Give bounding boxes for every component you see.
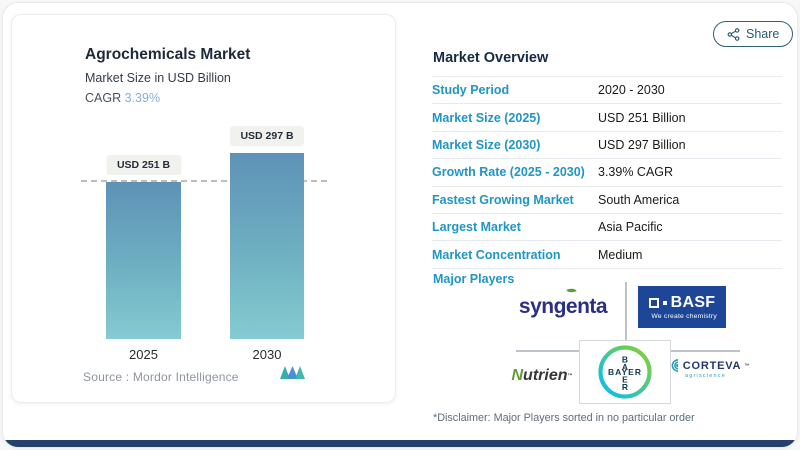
basf-dot-icon — [662, 301, 667, 305]
row-label: Market Size (2030) — [432, 137, 541, 152]
share-nodes-icon — [727, 27, 740, 41]
corteva-tagline: agriscience — [685, 373, 727, 379]
row-value: 3.39% CAGR — [598, 165, 674, 180]
corteva-logo: CORTEVA ™ agriscience — [669, 359, 750, 379]
syngenta-logo: syng e nta — [513, 286, 613, 325]
dashed-threshold-line — [81, 180, 328, 182]
cagr-value: 3.39% — [124, 91, 161, 105]
table-row: Study Period 2020 - 2030 — [432, 77, 782, 105]
basf-tagline: We create chemistry — [651, 313, 717, 320]
syngenta-text: syng — [518, 295, 567, 318]
overview-table: Study Period 2020 - 2030 Market Size (20… — [432, 76, 782, 269]
chart-cagr-line: CAGR 3.39% — [85, 91, 160, 105]
section-heading: Market Overview — [433, 50, 549, 66]
row-value: USD 251 Billion — [598, 110, 686, 125]
svg-text:BAYER: BAYER — [608, 367, 642, 377]
bar-chart-plot: USD 251 B 2025 USD 297 B 2030 — [12, 15, 395, 362]
table-row: Growth Rate (2025 - 2030) 3.39% CAGR — [432, 159, 782, 187]
bayer-logo-box: B A BAYER E R — [579, 340, 671, 404]
row-label: Study Period — [432, 83, 510, 98]
trademark-symbol: ™ — [567, 373, 573, 379]
row-label: Growth Rate (2025 - 2030) — [432, 165, 585, 180]
table-row: Market Size (2025) USD 251 Billion — [432, 104, 782, 132]
share-button-label: Share — [746, 27, 780, 41]
basf-logo: BASF We create chemistry — [638, 286, 726, 328]
bar — [230, 153, 304, 339]
nutrien-text: utrien — [523, 367, 568, 384]
connector-horizontal-line-right — [671, 350, 740, 352]
row-value: Asia Pacific — [598, 220, 663, 235]
basf-wordmark: BASF — [648, 294, 716, 312]
share-button[interactable]: Share — [713, 21, 794, 47]
svg-text:A: A — [622, 362, 628, 372]
disclaimer-text: *Disclaimer: Major Players sorted in no … — [433, 412, 695, 424]
row-label: Largest Market — [432, 220, 521, 235]
chart-title: Agrochemicals Market — [85, 46, 251, 63]
row-label: Fastest Growing Market — [432, 192, 574, 207]
corteva-swirl-icon — [671, 359, 678, 372]
syngenta-text: e — [566, 286, 578, 319]
row-value: South America — [598, 192, 680, 207]
bayer-cross-logo: B A BAYER E R — [598, 345, 652, 399]
bar-value-pill: USD 297 B — [230, 126, 304, 146]
row-value: USD 297 Billion — [598, 137, 686, 152]
nutrien-n-leaf: N — [511, 367, 524, 384]
bar — [106, 182, 181, 339]
connector-horizontal-line-left — [516, 350, 579, 352]
basf-text: BASF — [670, 294, 716, 311]
syngenta-text: nta — [577, 295, 608, 318]
table-row: Market Size (2030) USD 297 Billion — [432, 132, 782, 160]
table-row: Fastest Growing Market South America — [432, 187, 782, 214]
svg-text:E: E — [622, 375, 628, 385]
connector-vertical-line — [625, 282, 627, 340]
source-attribution: Source : Mordor Intelligence — [83, 370, 239, 384]
trademark-symbol: ™ — [744, 362, 750, 369]
row-value: Medium — [598, 247, 643, 262]
mordor-intelligence-logo — [280, 366, 305, 379]
row-label: Market Concentration — [432, 247, 561, 262]
table-row: Largest Market Asia Pacific — [432, 214, 782, 242]
svg-text:R: R — [622, 382, 628, 392]
bar-value-pill: USD 251 B — [106, 155, 181, 175]
row-label: Market Size (2025) — [432, 110, 541, 125]
major-players-label: Major Players — [433, 272, 515, 286]
leaf-icon — [566, 286, 577, 295]
market-size-chart-panel: Agrochemicals Market Market Size in USD … — [11, 14, 396, 403]
svg-text:B: B — [622, 355, 628, 365]
card-bottom-accent-strip — [3, 440, 797, 447]
x-axis-label: 2030 — [252, 347, 282, 362]
x-axis-label: 2025 — [129, 347, 158, 362]
table-row: Market Concentration Medium — [432, 241, 782, 269]
chart-subtitle: Market Size in USD Billion — [85, 71, 231, 85]
row-value: 2020 - 2030 — [598, 83, 665, 98]
bar-column-2030: USD 297 B 2030 — [230, 15, 304, 362]
bar-column-2025: USD 251 B 2025 — [106, 15, 181, 362]
cagr-label: CAGR — [85, 91, 122, 105]
corteva-text: CORTEVA — [682, 359, 742, 372]
basf-square-icon — [648, 298, 659, 308]
